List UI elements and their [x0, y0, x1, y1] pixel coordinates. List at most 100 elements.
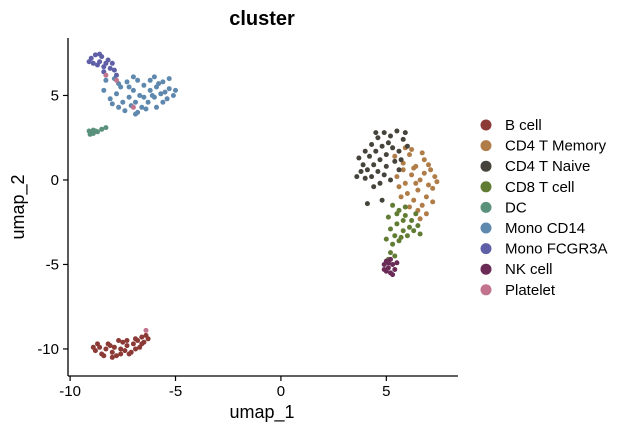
point-2 [383, 163, 389, 169]
point-2 [362, 175, 368, 181]
point-2 [402, 130, 408, 136]
point-3 [413, 211, 419, 217]
legend-key [480, 222, 492, 234]
point-5 [139, 104, 145, 110]
point-0 [101, 353, 107, 359]
point-3 [383, 236, 389, 242]
legend: B cell CD4 T Memory CD4 T Naive CD8 T cell D… [480, 117, 608, 299]
point-8 [114, 77, 119, 83]
point-0 [109, 349, 115, 355]
point-5 [162, 89, 168, 95]
point-3 [394, 221, 400, 227]
point-5 [126, 94, 132, 100]
point-5 [154, 104, 159, 110]
point-3 [392, 233, 398, 239]
point-3 [390, 241, 396, 247]
point-3 [394, 211, 400, 217]
point-5 [143, 106, 149, 112]
point-5 [166, 76, 172, 82]
point-3 [407, 224, 412, 230]
point-6 [111, 67, 117, 73]
point-2 [360, 162, 366, 168]
point-3 [404, 233, 410, 239]
point-1 [411, 197, 417, 203]
point-1 [423, 194, 429, 200]
point-5 [158, 91, 164, 97]
point-3 [392, 253, 398, 259]
point-2 [373, 148, 379, 154]
point-5 [160, 99, 166, 105]
point-1 [413, 180, 419, 186]
point-2 [390, 145, 396, 151]
point-6 [114, 72, 119, 78]
point-7 [390, 262, 396, 267]
point-5 [147, 87, 153, 93]
point-0 [139, 341, 145, 347]
point-5 [130, 87, 136, 93]
point-1 [423, 211, 429, 217]
point-1 [409, 172, 415, 178]
point-5 [147, 77, 153, 83]
point-4 [95, 129, 100, 135]
point-3 [396, 238, 402, 244]
point-0 [118, 346, 124, 352]
point-8 [130, 104, 136, 110]
point-3 [388, 226, 393, 232]
point-2 [388, 133, 393, 139]
point-5 [133, 111, 138, 117]
point-3 [415, 223, 421, 229]
point-5 [173, 87, 178, 93]
point-5 [101, 87, 107, 93]
point-5 [116, 104, 122, 110]
point-7 [390, 272, 396, 278]
point-2 [354, 174, 360, 180]
point-0 [124, 343, 130, 349]
point-7 [394, 260, 400, 266]
scatter-points [86, 51, 440, 360]
point-5 [130, 74, 136, 80]
point-6 [97, 51, 103, 57]
point-8 [103, 72, 109, 78]
point-2 [377, 180, 383, 186]
point-2 [404, 143, 410, 149]
point-4 [99, 126, 105, 132]
point-5 [120, 99, 126, 105]
point-1 [404, 191, 410, 196]
legend-label: CD4 T Memory [505, 138, 607, 155]
point-2 [383, 152, 389, 158]
point-0 [118, 351, 124, 357]
point-2 [400, 136, 406, 142]
point-3 [402, 213, 408, 218]
point-0 [126, 351, 132, 357]
point-5 [124, 79, 130, 85]
point-1 [407, 152, 412, 158]
point-6 [90, 60, 96, 66]
point-5 [137, 93, 143, 98]
legend-key [480, 181, 492, 193]
point-1 [396, 184, 402, 190]
point-2 [364, 201, 370, 207]
legend-label: Platelet [505, 282, 556, 299]
point-2 [381, 172, 387, 178]
point-1 [409, 147, 415, 152]
x-tick-label: -10 [59, 383, 81, 400]
x-tick-label: -5 [169, 383, 182, 400]
point-2 [396, 148, 402, 154]
legend-label: NK cell [505, 261, 553, 278]
point-0 [124, 338, 130, 343]
legend-label: CD8 T cell [505, 179, 574, 196]
point-1 [398, 194, 404, 200]
point-1 [394, 174, 400, 180]
y-axis-title: umap_2 [8, 174, 29, 239]
point-7 [385, 260, 391, 266]
point-2 [375, 135, 381, 141]
point-2 [392, 158, 398, 164]
point-5 [160, 79, 166, 85]
point-2 [364, 167, 370, 173]
point-3 [400, 218, 406, 223]
legend-key [480, 119, 492, 131]
point-4 [90, 127, 96, 133]
legend-label: Mono FCGR3A [505, 241, 608, 258]
point-6 [105, 57, 111, 63]
